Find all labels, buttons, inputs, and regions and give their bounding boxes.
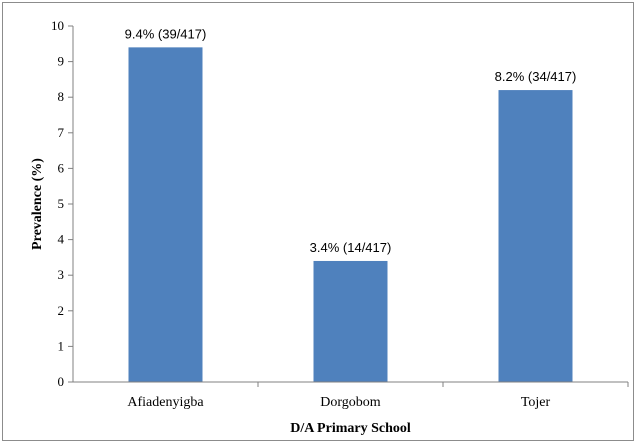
bar [128, 47, 203, 383]
y-axis-title: Prevalence (%) [30, 158, 45, 250]
bar [498, 90, 573, 382]
data-label: 3.4% (14/417) [310, 240, 392, 255]
y-tick-label: 2 [58, 303, 65, 318]
x-category-label: Tojer [521, 395, 551, 410]
y-tick-label: 7 [58, 125, 65, 140]
data-labels: 9.4% (39/417) 3.4% (14/417) 8.2% (34/417) [125, 26, 577, 255]
bars [128, 47, 573, 383]
y-tick-label: 1 [58, 338, 65, 353]
y-tick-label: 0 [58, 374, 65, 389]
data-label: 8.2% (34/417) [495, 69, 577, 84]
y-tick-label: 10 [51, 18, 64, 33]
data-label: 9.4% (39/417) [125, 26, 207, 41]
x-axis-title: D/A Primary School [290, 421, 411, 436]
y-tick-label: 6 [58, 160, 65, 175]
x-category-label: Dorgobom [320, 395, 381, 410]
x-axis-categories: Afiadenyigba Dorgobom Tojer [127, 382, 629, 410]
y-tick-label: 5 [58, 196, 65, 211]
y-tick-label: 3 [58, 267, 65, 282]
y-tick-label: 8 [58, 89, 65, 104]
y-tick-label: 4 [58, 232, 65, 247]
x-category-label: Afiadenyigba [127, 395, 204, 410]
y-axis-ticks: 0 1 2 3 4 5 6 7 8 9 10 [51, 18, 73, 389]
bar [313, 260, 388, 382]
y-tick-label: 9 [58, 54, 65, 69]
